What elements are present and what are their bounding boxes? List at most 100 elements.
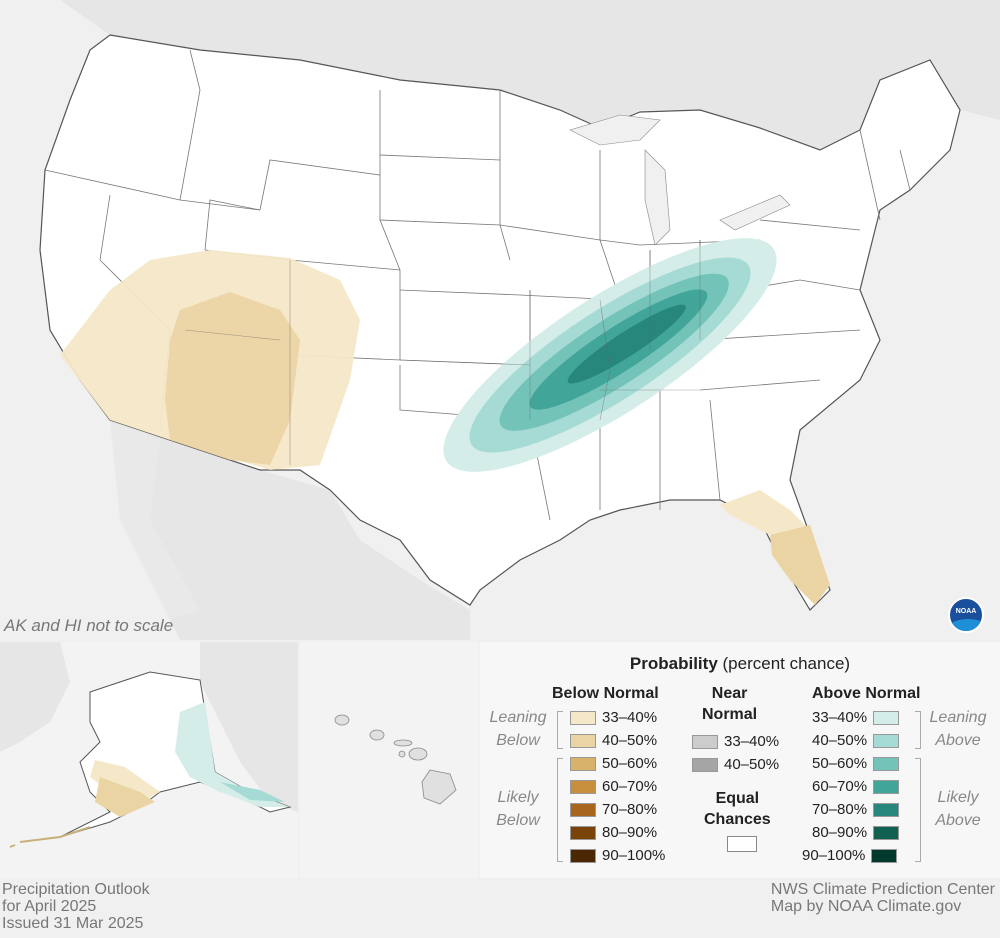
- credit-line2: Map by NOAA Climate.gov: [770, 898, 962, 915]
- aleutians: [9, 826, 91, 848]
- likely-below-line1: Likely: [497, 789, 539, 806]
- logo-wave: [950, 619, 982, 631]
- above-row-5: 80–90%: [812, 824, 900, 841]
- below-row-3: 60–70%: [570, 778, 657, 795]
- likely-above-line2: Above: [935, 812, 981, 829]
- near-label-0: 33–40%: [724, 733, 780, 750]
- near-label-1: 40–50%: [724, 756, 780, 773]
- island-molokai: [393, 739, 413, 747]
- conus-map-svg: [39, 0, 1000, 620]
- below-row-4: 70–80%: [570, 801, 657, 818]
- hawaii-inset: [300, 642, 478, 878]
- above-70-80: [567, 304, 686, 384]
- above-normal-area: [443, 238, 777, 472]
- likely-below-bracket: [557, 758, 563, 862]
- equal-chances-swatch: [727, 836, 757, 852]
- logo-text: NOAA: [955, 608, 977, 615]
- below-label-6: 90–100%: [602, 847, 666, 864]
- leaning-above-line1: Leaning: [929, 709, 987, 726]
- below-swatch-0: [570, 710, 596, 725]
- legend-title: Probability (percent chance): [480, 654, 1000, 674]
- above-label-5: 80–90%: [812, 824, 868, 841]
- above-row-1: 40–50%: [812, 732, 900, 749]
- island-maui: [408, 747, 428, 761]
- above-swatch-6: [871, 848, 898, 863]
- scale-note: AK and HI not to scale: [4, 616, 174, 635]
- above-normal-header: Above Normal: [812, 685, 921, 702]
- lake-michigan: [644, 149, 671, 246]
- near-header-line2: Normal: [702, 706, 758, 723]
- above-label-0: 33–40%: [812, 709, 868, 726]
- below-row-2: 50–60%: [570, 755, 657, 772]
- outlook-caption: Precipitation Outlook for April 2025 Iss…: [2, 881, 150, 932]
- equal-chances-header: Equal Chances: [704, 788, 771, 830]
- above-swatch-0: [873, 710, 900, 725]
- below-label-0: 33–40%: [602, 709, 658, 726]
- below-label-2: 50–60%: [602, 755, 658, 772]
- equal-line2: Chances: [704, 811, 771, 828]
- ak-above-33-40: [175, 702, 290, 807]
- equal-line1: Equal: [715, 790, 760, 807]
- legend: Probability (percent chance) Below Norma…: [480, 642, 1000, 878]
- baja-land: [110, 420, 200, 620]
- above-row-6: 90–100%: [802, 847, 898, 864]
- credit-caption: NWS Climate Prediction Center Map by NOA…: [771, 881, 995, 915]
- island-oahu: [369, 729, 385, 741]
- likely-above-label: Likely Above: [926, 786, 990, 832]
- above-label-6: 90–100%: [802, 847, 866, 864]
- below-swatch-6: [570, 848, 596, 863]
- state-lines-over: [184, 240, 701, 465]
- caption-line2: for April 2025: [2, 898, 97, 915]
- ak-below-33-40: [90, 760, 160, 802]
- canada-land-ak: [200, 642, 298, 812]
- russia-land: [0, 642, 70, 752]
- below-row-1: 40–50%: [570, 732, 657, 749]
- conus-map: [39, 0, 1000, 620]
- above-row-3: 60–70%: [812, 778, 900, 795]
- below-33-40-florida: [720, 490, 810, 540]
- leaning-above-line2: Above: [935, 732, 981, 749]
- ak-below-40-50: [95, 777, 155, 817]
- below-swatch-2: [570, 756, 596, 771]
- hawaii-svg: [334, 714, 457, 805]
- alaska-svg: [0, 642, 298, 848]
- likely-below-line2: Below: [496, 812, 540, 829]
- credit-line1: NWS Climate Prediction Center: [770, 881, 995, 898]
- above-swatch-5: [873, 825, 900, 840]
- below-label-1: 40–50%: [602, 732, 658, 749]
- ak-above-40-50: [220, 782, 285, 802]
- canada-land: [60, 0, 1000, 150]
- above-row-0: 33–40%: [812, 709, 900, 726]
- below-row-6: 90–100%: [570, 847, 665, 864]
- above-swatch-3: [873, 779, 900, 794]
- lake-superior: [569, 114, 661, 146]
- caption-line3: Issued 31 Mar 2025: [2, 915, 144, 932]
- below-40-50-florida: [770, 525, 830, 605]
- likely-below-label: Likely Below: [488, 786, 548, 832]
- near-row-1: 40–50%: [692, 756, 779, 773]
- alaska-inset: [0, 642, 298, 878]
- below-swatch-3: [570, 779, 596, 794]
- leaning-below-bracket: [557, 711, 563, 749]
- leaning-above-bracket: [915, 711, 921, 749]
- above-label-1: 40–50%: [812, 732, 868, 749]
- legend-title-bold: Probability: [629, 654, 718, 673]
- above-row-4: 70–80%: [812, 801, 900, 818]
- lake-erie: [719, 194, 791, 231]
- above-swatch-2: [873, 756, 900, 771]
- below-row-0: 33–40%: [570, 709, 657, 726]
- below-normal-header: Below Normal: [552, 685, 659, 702]
- above-label-4: 70–80%: [812, 801, 868, 818]
- below-label-3: 60–70%: [602, 778, 658, 795]
- caption-line1: Precipitation Outlook: [2, 881, 150, 898]
- above-label-3: 60–70%: [812, 778, 868, 795]
- below-40-50-southwest: [165, 292, 300, 465]
- island-hawaii: [421, 769, 457, 805]
- above-swatch-4: [873, 802, 900, 817]
- leaning-below-line1: Leaning: [489, 709, 547, 726]
- legend-title-rest: (percent chance): [717, 654, 851, 673]
- near-row-0: 33–40%: [692, 733, 779, 750]
- below-swatch-5: [570, 825, 596, 840]
- above-label-2: 50–60%: [812, 755, 868, 772]
- likely-above-bracket: [915, 758, 921, 862]
